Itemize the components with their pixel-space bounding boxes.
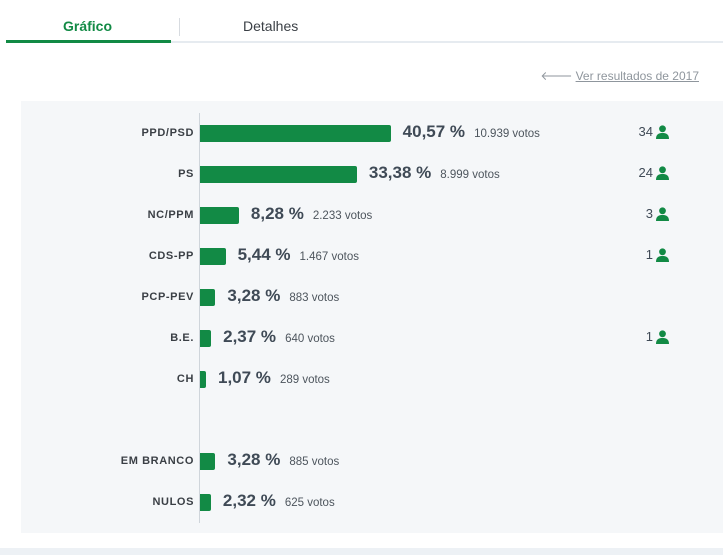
percentage-label: 2,32 %	[222, 491, 276, 510]
result-row: PCP-PEV 3,28 % 883 votos	[0, 286, 723, 310]
result-value: 3,28 % 883 votos	[227, 286, 339, 306]
party-label: CH	[176, 373, 194, 385]
person-icon	[656, 247, 669, 262]
result-bar	[200, 453, 216, 470]
votes-label: 883 votos	[289, 292, 340, 304]
tab-details[interactable]: Detalhes	[243, 18, 299, 34]
person-icon	[656, 124, 669, 139]
seats-count: 24	[639, 165, 669, 180]
result-value: 2,37 % 640 votos	[223, 327, 335, 347]
seats-number: 1	[645, 329, 653, 344]
result-value: 3,28 % 885 votos	[227, 450, 339, 470]
votes-label: 10.939 votos	[474, 128, 540, 140]
result-bar	[200, 207, 239, 224]
seats-number: 1	[645, 247, 653, 262]
tab-bar: Gráfico Detalhes	[0, 0, 723, 43]
percentage-label: 3,28 %	[227, 450, 281, 469]
party-label: PCP-PEV	[141, 291, 194, 303]
percentage-label: 3,28 %	[227, 286, 281, 305]
party-label: NC/PPM	[147, 209, 194, 221]
seats-count: 34	[639, 124, 669, 139]
result-row: EM BRANCO 3,28 % 885 votos	[0, 450, 723, 474]
result-value: 5,44 % 1.467 votos	[238, 245, 359, 265]
result-bar	[200, 248, 226, 265]
result-value: 2,32 % 625 votos	[223, 491, 335, 511]
party-label: CDS-PP	[148, 250, 194, 262]
result-row: CDS-PP 5,44 % 1.467 votos 1	[0, 245, 723, 269]
result-row: NC/PPM 8,28 % 2.233 votos 3	[0, 204, 723, 228]
chart-panel	[21, 101, 723, 533]
active-tab-indicator	[6, 40, 171, 43]
seats-count: 1	[646, 329, 669, 344]
tab-bar-line	[6, 41, 723, 43]
percentage-label: 5,44 %	[237, 245, 291, 264]
result-row: B.E. 2,37 % 640 votos 1	[0, 327, 723, 351]
result-row: PPD/PSD 40,57 % 10.939 votos 34	[0, 122, 723, 146]
previous-results-link[interactable]: 🡐 Ver resultados de 2017	[540, 68, 699, 83]
chart-axis-line	[199, 113, 200, 523]
votes-label: 289 votos	[279, 374, 330, 386]
result-value: 33,38 % 8.999 votos	[369, 163, 500, 183]
result-value: 1,07 % 289 votos	[218, 368, 330, 388]
result-bar	[200, 289, 216, 306]
person-icon	[656, 329, 669, 344]
result-bar	[200, 330, 212, 347]
party-label: NULOS	[152, 496, 194, 508]
tab-divider	[179, 18, 180, 36]
seats-number: 24	[638, 165, 653, 180]
person-icon	[656, 165, 669, 180]
percentage-label: 40,57 %	[402, 122, 466, 141]
seats-count: 3	[646, 206, 669, 221]
percentage-label: 33,38 %	[368, 163, 432, 182]
party-label: PS	[178, 168, 194, 180]
percentage-label: 1,07 %	[218, 368, 271, 387]
party-label: B.E.	[170, 332, 194, 344]
votes-label: 885 votos	[289, 456, 340, 468]
votes-label: 1.467 votos	[299, 251, 359, 263]
percentage-label: 8,28 %	[250, 204, 304, 223]
seats-number: 3	[645, 206, 653, 221]
party-label: PPD/PSD	[141, 127, 194, 139]
result-row: NULOS 2,32 % 625 votos	[0, 491, 723, 515]
result-bar	[200, 371, 206, 388]
result-bar	[200, 166, 357, 183]
votes-label: 640 votos	[285, 333, 335, 345]
previous-results-label: Ver resultados de 2017	[575, 69, 699, 83]
arrow-left-icon: 🡐	[540, 69, 573, 83]
votes-label: 2.233 votos	[312, 210, 373, 222]
votes-label: 8.999 votos	[440, 169, 500, 181]
result-bar	[200, 125, 391, 142]
panel-bottom-border	[0, 548, 723, 555]
result-bar	[200, 494, 211, 511]
result-row: PS 33,38 % 8.999 votos 24	[0, 163, 723, 187]
seats-number: 34	[638, 124, 653, 139]
votes-label: 625 votos	[284, 497, 335, 509]
result-value: 40,57 % 10.939 votos	[403, 122, 540, 142]
tab-chart[interactable]: Gráfico	[63, 18, 113, 34]
party-label: EM BRANCO	[120, 455, 194, 467]
result-value: 8,28 % 2.233 votos	[251, 204, 372, 224]
result-row: CH 1,07 % 289 votos	[0, 368, 723, 392]
seats-count: 1	[646, 247, 669, 262]
percentage-label: 2,37 %	[223, 327, 277, 346]
person-icon	[656, 206, 669, 221]
